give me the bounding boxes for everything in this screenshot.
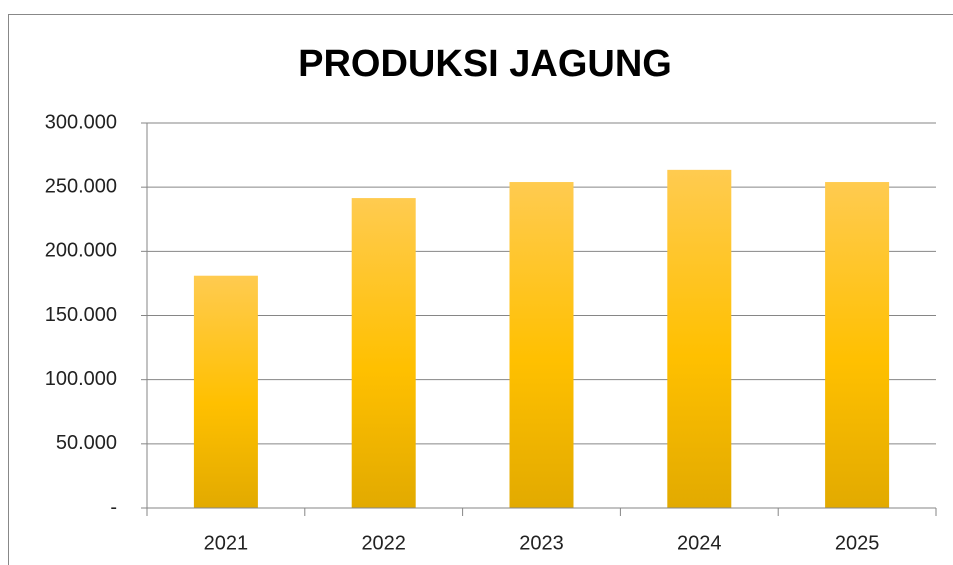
chart-title: PRODUKSI JAGUNG bbox=[298, 43, 672, 85]
y-tick-label: 200.000 bbox=[45, 240, 117, 262]
y-tick-label: 50.000 bbox=[56, 432, 117, 454]
y-tick-label: 300.000 bbox=[45, 111, 117, 133]
x-tick-label: 2021 bbox=[204, 532, 249, 554]
y-tick-label: - bbox=[110, 496, 117, 518]
x-tick-label: 2024 bbox=[677, 532, 722, 554]
bar bbox=[351, 198, 416, 508]
bar bbox=[509, 182, 574, 509]
chart-border bbox=[8, 14, 953, 565]
y-tick-label: 150.000 bbox=[45, 304, 117, 326]
y-tick-label: 100.000 bbox=[45, 368, 117, 390]
x-tick-label: 2022 bbox=[361, 532, 406, 554]
y-tick-label: 250.000 bbox=[45, 175, 117, 197]
x-tick-label: 2025 bbox=[835, 532, 880, 554]
bar bbox=[193, 275, 258, 508]
bar bbox=[667, 169, 732, 508]
x-tick-label: 2023 bbox=[519, 532, 564, 554]
bar bbox=[825, 182, 890, 509]
